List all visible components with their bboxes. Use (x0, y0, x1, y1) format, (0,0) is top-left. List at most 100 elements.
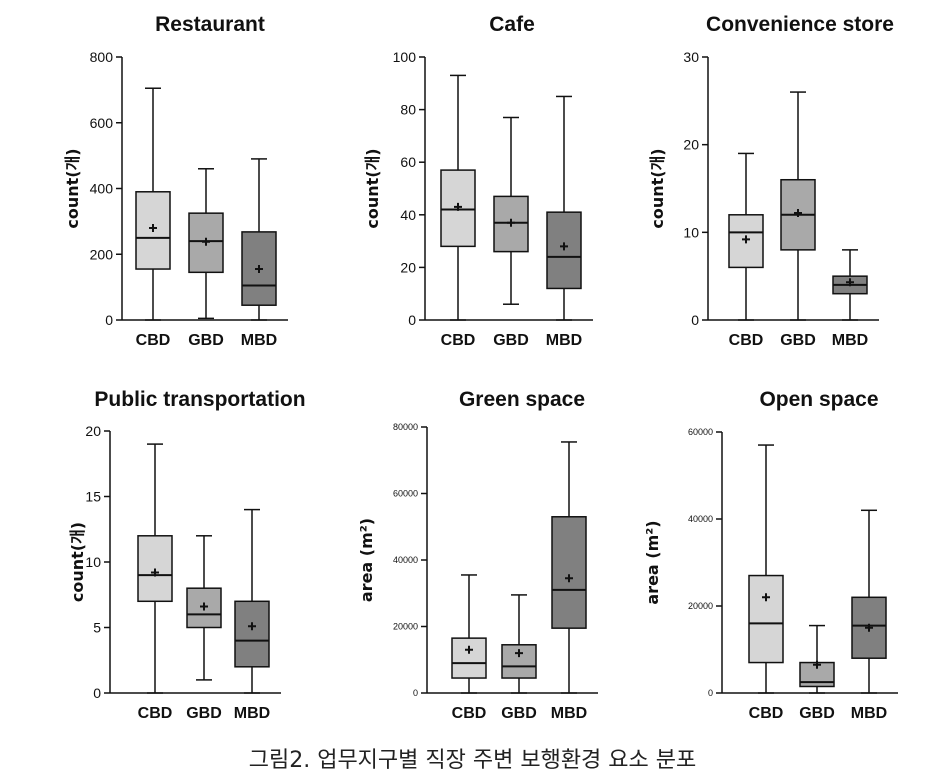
mean-marker (865, 623, 873, 632)
iqr-box (234, 600, 270, 668)
mean-marker (248, 622, 256, 631)
x-tick-label: MBD (241, 332, 277, 349)
box-gbd (493, 116, 529, 305)
box-mbd (551, 441, 587, 694)
chart-panel: Cafe count(개) 0 20 40 60 80 100 CBD GBD MBD (363, 13, 593, 349)
x-tick-label: MBD (851, 705, 887, 722)
chart-panel: Convenience store count(개) 0 10 20 30 CBD GBD MB… (648, 13, 894, 349)
y-tick-label: 60 (400, 154, 416, 170)
x-tick-label: GBD (799, 705, 835, 722)
x-tick-label: CBD (729, 332, 764, 349)
x-tick-label: CBD (441, 332, 476, 349)
iqr-box (186, 587, 222, 629)
box-cbd (728, 152, 764, 321)
y-tick-label: 600 (90, 115, 114, 131)
chart-title: Open space (759, 388, 878, 411)
y-tick-label: 0 (708, 688, 713, 698)
y-tick-label: 40000 (393, 555, 418, 565)
y-tick-label: 400 (90, 181, 114, 197)
y-tick-label: 20000 (688, 601, 713, 611)
box-mbd (241, 158, 277, 321)
iqr-box (493, 195, 529, 253)
mean-marker (813, 660, 821, 669)
mean-marker (515, 649, 523, 658)
y-tick-label: 10 (85, 554, 101, 570)
box-mbd (851, 509, 887, 694)
box-gbd (780, 91, 816, 321)
x-tick-label: MBD (832, 332, 868, 349)
box-mbd (832, 249, 868, 321)
y-tick-label: 40000 (688, 514, 713, 524)
x-tick-label: CBD (138, 705, 173, 722)
y-tick-label: 0 (408, 312, 416, 328)
x-tick-label: MBD (551, 705, 587, 722)
y-tick-label: 5 (93, 620, 101, 636)
x-tick-label: CBD (136, 332, 171, 349)
box-gbd (501, 594, 537, 694)
y-tick-label: 0 (93, 685, 101, 701)
box-cbd (748, 444, 784, 694)
y-tick-label: 0 (105, 312, 113, 328)
y-tick-label: 800 (90, 49, 114, 65)
x-tick-label: GBD (501, 705, 537, 722)
mean-marker (465, 645, 473, 654)
y-tick-label: 80000 (393, 422, 418, 432)
y-tick-label: 20 (683, 137, 699, 153)
box-mbd (234, 508, 270, 694)
y-tick-label: 0 (413, 688, 418, 698)
y-axis-label: area (m²) (643, 520, 662, 604)
y-tick-label: 60000 (393, 489, 418, 499)
x-tick-label: GBD (188, 332, 224, 349)
chart-title: Convenience store (706, 13, 894, 36)
y-tick-label: 200 (90, 246, 114, 262)
box-cbd (451, 574, 487, 694)
y-axis-label: area (m²) (357, 518, 376, 602)
mean-marker (846, 278, 854, 287)
mean-marker (255, 265, 263, 274)
y-tick-label: 10 (683, 224, 699, 240)
y-tick-label: 20 (400, 259, 416, 275)
mean-marker (200, 602, 208, 611)
box-gbd (186, 535, 222, 681)
y-tick-label: 100 (393, 49, 417, 65)
mean-marker (454, 202, 462, 211)
y-tick-label: 20 (85, 423, 101, 439)
box-gbd (188, 168, 224, 320)
x-tick-label: MBD (546, 332, 582, 349)
y-axis-label: count(개) (648, 148, 667, 228)
mean-marker (794, 209, 802, 218)
x-tick-label: GBD (493, 332, 529, 349)
mean-marker (762, 593, 770, 602)
mean-marker (560, 242, 568, 251)
x-tick-label: GBD (780, 332, 816, 349)
chart-panel: Public transportation count(개) 0 5 10 15 20 CBD… (68, 388, 306, 722)
box-cbd (137, 443, 173, 694)
box-mbd (546, 95, 582, 321)
chart-title: Public transportation (94, 388, 305, 411)
y-axis-label: count(개) (363, 148, 382, 228)
mean-marker (507, 218, 515, 227)
chart-title: Green space (459, 388, 585, 411)
x-tick-label: MBD (234, 705, 270, 722)
box-cbd (135, 87, 171, 321)
y-axis-label: count(개) (63, 148, 82, 228)
x-tick-label: CBD (452, 705, 487, 722)
x-tick-label: CBD (749, 705, 784, 722)
mean-marker (149, 223, 157, 232)
box-gbd (799, 624, 835, 694)
mean-marker (151, 568, 159, 577)
chart-panel: Open space area (m²) 0 20000 40000 60000 CBD GB… (643, 388, 898, 722)
chart-title: Cafe (489, 13, 535, 36)
mean-marker (202, 237, 210, 246)
y-tick-label: 20000 (393, 622, 418, 632)
y-tick-label: 15 (85, 489, 101, 505)
chart-panel: Restaurant count(개) 0 200 400 600 800 CBD GBD MBD (63, 13, 288, 349)
y-tick-label: 40 (400, 207, 416, 223)
chart-panel: Green space area (m²) 0 20000 40000 60000 8000… (357, 388, 598, 722)
figure-caption: 그림2. 업무지구별 직장 주변 보행환경 요소 분포 (248, 748, 697, 773)
y-tick-label: 30 (683, 49, 699, 65)
y-tick-label: 60000 (688, 427, 713, 437)
iqr-box (451, 637, 487, 679)
chart-title: Restaurant (155, 13, 265, 36)
